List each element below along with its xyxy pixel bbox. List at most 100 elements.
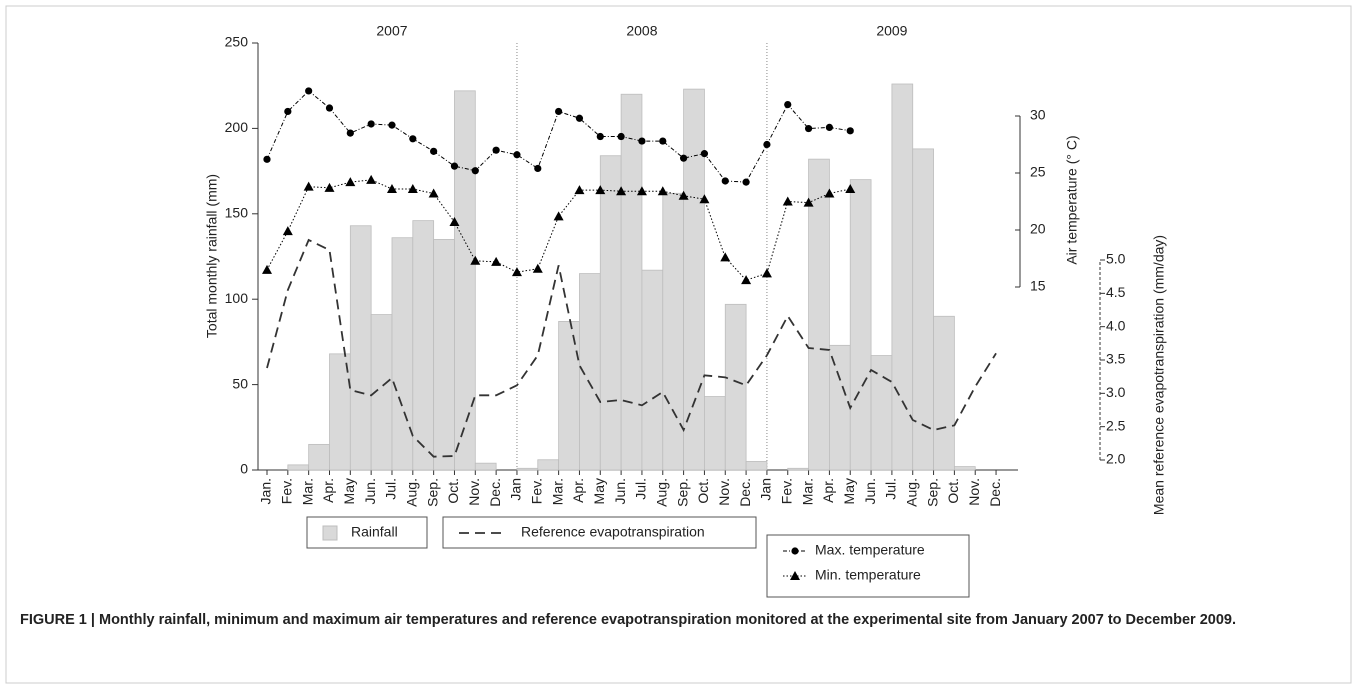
x-tick-label: Apr.: [320, 478, 336, 503]
year-label: 2007: [376, 23, 407, 39]
y2-tick-label: 30: [1030, 107, 1046, 123]
y3-tick-label: 3.5: [1106, 351, 1126, 367]
x-tick-label: Fev.: [279, 478, 295, 504]
point: [659, 137, 667, 145]
x-tick-label: Apr.: [820, 478, 836, 503]
point: [282, 226, 293, 236]
point: [782, 196, 793, 206]
point: [407, 183, 418, 193]
point: [803, 197, 814, 207]
y2-tick-label: 15: [1030, 278, 1046, 294]
point: [430, 147, 438, 155]
legend-label: Reference evapotranspiration: [521, 524, 705, 540]
point: [845, 183, 856, 193]
bar: [516, 467, 539, 471]
x-tick-label: Sep.: [674, 478, 690, 507]
caption: FIGURE 1 | Monthly rainfall, minimum and…: [20, 612, 1236, 628]
y-tick-label: 200: [225, 119, 249, 135]
x-tick-label: Mar.: [549, 478, 565, 505]
y3-tick-label: 3.0: [1106, 384, 1126, 400]
x-tick-label: Apr.: [570, 478, 586, 503]
x-tick-label: Jul.: [383, 478, 399, 500]
y3-tick-label: 2.0: [1106, 451, 1126, 467]
point: [616, 186, 627, 196]
x-tick-label: Aug.: [653, 478, 669, 507]
legend-label: Rainfall: [351, 524, 398, 540]
point: [553, 211, 564, 221]
point: [638, 137, 646, 145]
bar: [953, 466, 976, 471]
x-tick-label: Mar.: [799, 478, 815, 505]
point: [532, 263, 543, 273]
bar: [662, 192, 685, 471]
point: [617, 132, 625, 141]
point: [574, 185, 585, 195]
legend-box: [766, 534, 970, 598]
point: [471, 167, 479, 175]
bar: [933, 315, 955, 471]
bar: [349, 225, 372, 471]
point: [262, 264, 272, 274]
y-tick-label: 150: [225, 205, 249, 221]
x-tick-label: Nov.: [966, 478, 982, 506]
point: [534, 164, 542, 173]
point: [428, 188, 439, 198]
x-tick-label: Aug.: [404, 478, 420, 507]
point: [345, 177, 356, 187]
x-tick-label: Nov.: [716, 478, 732, 506]
point: [575, 114, 584, 122]
legend-marker: [790, 571, 800, 580]
point: [741, 275, 752, 285]
point: [824, 188, 835, 198]
bar: [287, 464, 310, 471]
point: [657, 186, 668, 196]
bar: [704, 396, 726, 471]
bar: [454, 90, 476, 471]
y3-tick-label: 4.0: [1106, 317, 1126, 333]
point: [511, 267, 522, 277]
point: [513, 151, 521, 159]
point: [721, 177, 729, 185]
bar: [412, 220, 435, 471]
y2-axis-title: Air temperature (° C): [1064, 135, 1080, 264]
bar: [599, 155, 622, 471]
x-tick-label: Dec.: [487, 478, 503, 507]
y-tick-label: 100: [225, 290, 249, 306]
x-tick-label: Jun.: [862, 478, 878, 504]
y2-tick-label: 25: [1030, 164, 1046, 180]
bar: [891, 83, 914, 471]
point: [325, 104, 334, 112]
point: [678, 190, 689, 200]
y-tick-label: 0: [240, 461, 248, 477]
y-axis-title: Total monthly rainfall (mm): [204, 174, 220, 338]
point: [804, 124, 813, 133]
x-tick-label: Mar.: [299, 478, 315, 505]
x-tick-label: Dec.: [737, 478, 753, 507]
point: [825, 123, 834, 131]
point: [492, 146, 500, 154]
bar: [620, 93, 643, 471]
x-tick-label: Nov.: [466, 478, 482, 506]
legend-swatch: [322, 525, 338, 541]
x-tick-label: Sep.: [424, 478, 440, 507]
x-tick-label: Jan: [508, 478, 524, 501]
legend-label: Max. temperature: [815, 542, 925, 558]
y-tick-label: 250: [225, 34, 249, 50]
y-tick-label: 50: [232, 375, 248, 391]
point: [409, 135, 417, 143]
point: [555, 107, 563, 116]
bar: [724, 303, 747, 471]
year-label: 2009: [876, 23, 907, 39]
x-tick-label: Oct.: [945, 478, 961, 504]
x-tick-label: Jul.: [883, 478, 899, 500]
bar: [829, 344, 851, 471]
bar: [787, 467, 809, 471]
bar: [474, 462, 497, 471]
line: [266, 90, 851, 183]
x-tick-label: Jan.: [258, 478, 274, 504]
x-tick-label: Jan: [758, 478, 774, 501]
bar: [745, 461, 768, 471]
legend-marker: [791, 547, 799, 555]
